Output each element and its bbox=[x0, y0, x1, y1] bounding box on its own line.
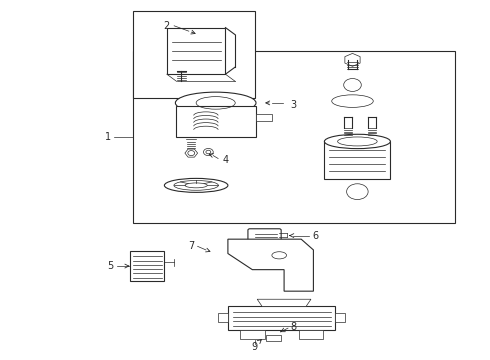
Ellipse shape bbox=[175, 92, 256, 114]
Polygon shape bbox=[240, 330, 265, 339]
Text: 7: 7 bbox=[188, 241, 195, 251]
Polygon shape bbox=[266, 335, 281, 341]
Ellipse shape bbox=[332, 95, 373, 107]
Text: 4: 4 bbox=[222, 155, 228, 165]
Polygon shape bbox=[324, 141, 391, 179]
Polygon shape bbox=[299, 330, 323, 339]
Polygon shape bbox=[345, 53, 360, 66]
Polygon shape bbox=[175, 107, 256, 137]
Polygon shape bbox=[130, 251, 164, 281]
Circle shape bbox=[203, 148, 213, 156]
Ellipse shape bbox=[164, 179, 228, 192]
Circle shape bbox=[346, 184, 368, 199]
Text: 6: 6 bbox=[313, 231, 319, 240]
FancyBboxPatch shape bbox=[248, 229, 281, 246]
Polygon shape bbox=[335, 313, 345, 321]
Text: 1: 1 bbox=[105, 132, 111, 142]
Polygon shape bbox=[167, 28, 225, 74]
Text: 5: 5 bbox=[107, 261, 114, 271]
Polygon shape bbox=[185, 149, 197, 157]
Ellipse shape bbox=[324, 134, 391, 149]
Polygon shape bbox=[133, 12, 255, 98]
Polygon shape bbox=[228, 239, 314, 291]
Text: 9: 9 bbox=[252, 342, 258, 352]
Text: 2: 2 bbox=[164, 21, 170, 31]
Text: 3: 3 bbox=[291, 100, 297, 110]
Polygon shape bbox=[257, 299, 311, 306]
Polygon shape bbox=[218, 313, 228, 321]
Circle shape bbox=[343, 78, 361, 91]
Polygon shape bbox=[228, 306, 335, 330]
Polygon shape bbox=[256, 114, 272, 121]
Text: 8: 8 bbox=[291, 322, 297, 332]
